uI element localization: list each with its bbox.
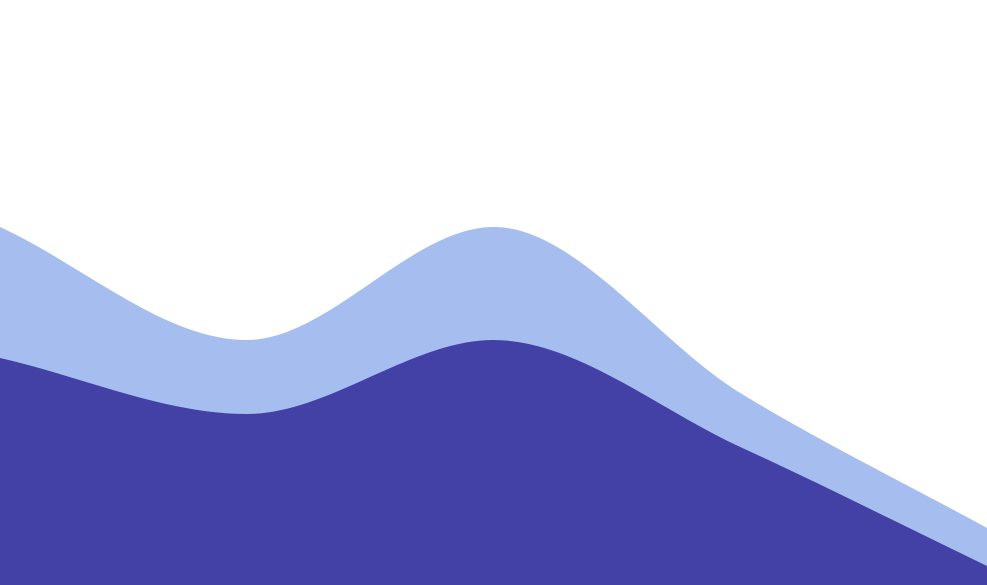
area-series-1: [0, 340, 987, 585]
